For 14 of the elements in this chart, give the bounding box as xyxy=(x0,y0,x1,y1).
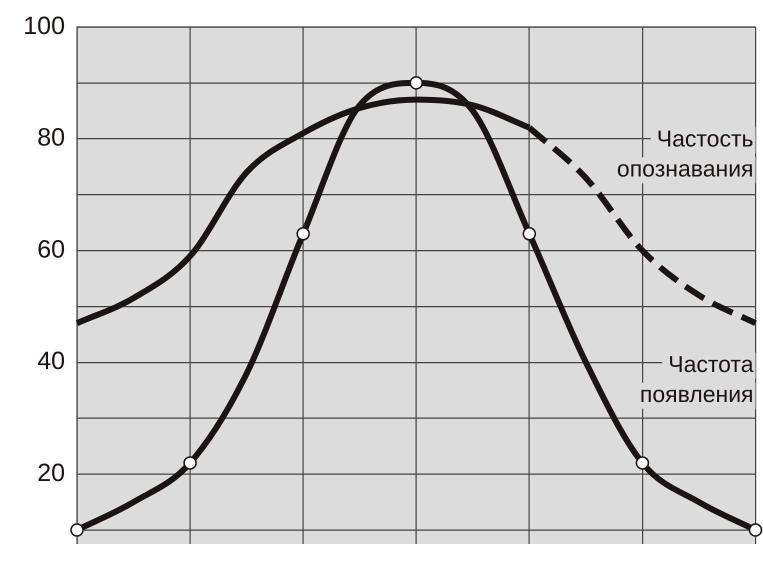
y-tick-label: 80 xyxy=(37,124,65,152)
y-tick-label: 60 xyxy=(37,235,65,264)
point xyxy=(636,456,650,470)
point xyxy=(410,76,423,90)
point xyxy=(70,523,84,537)
series-label: Частота появления xyxy=(640,350,754,407)
y-tick-label: 100 xyxy=(23,12,65,40)
point xyxy=(522,227,536,241)
series-label: Частость опознавания xyxy=(616,126,754,182)
point xyxy=(183,456,197,470)
y-tick-label: 20 xyxy=(37,459,65,488)
point xyxy=(296,227,310,241)
point xyxy=(748,523,762,537)
y-tick-label: 40 xyxy=(37,347,65,376)
